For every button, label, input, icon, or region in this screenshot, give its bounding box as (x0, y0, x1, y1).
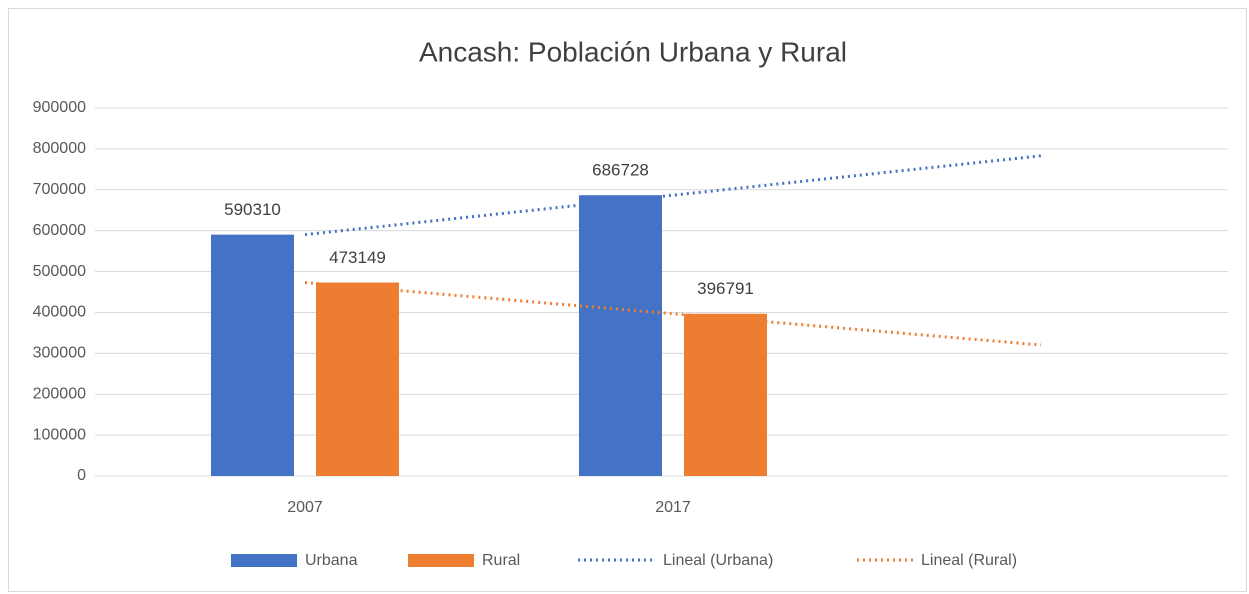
y-tick-label: 800000 (33, 140, 86, 157)
bar (316, 282, 399, 476)
x-tick-label: 2007 (287, 499, 323, 516)
data-label: 396791 (697, 279, 754, 298)
legend-label: Urbana (305, 552, 358, 569)
legend-label: Rural (482, 552, 520, 569)
y-tick-label: 100000 (33, 426, 86, 443)
legend-swatch (231, 554, 297, 567)
bar (684, 313, 767, 476)
y-tick-label: 400000 (33, 304, 86, 321)
y-tick-label: 300000 (33, 345, 86, 362)
bar (579, 195, 662, 477)
y-tick-label: 0 (77, 467, 86, 484)
y-tick-label: 200000 (33, 385, 86, 402)
x-tick-label: 2017 (655, 499, 691, 516)
data-label: 473149 (329, 248, 386, 267)
chart-title: Ancash: Población Urbana y Rural (419, 36, 847, 67)
data-label: 590310 (224, 200, 281, 219)
y-tick-label: 500000 (33, 263, 86, 280)
legend-swatch (408, 554, 474, 567)
y-tick-label: 600000 (33, 222, 86, 239)
y-tick-label: 700000 (33, 181, 86, 198)
bar (211, 234, 294, 476)
legend-label: Lineal (Rural) (921, 552, 1017, 569)
legend-label: Lineal (Urbana) (663, 552, 773, 569)
data-label: 686728 (592, 161, 649, 180)
y-tick-label: 900000 (33, 99, 86, 116)
